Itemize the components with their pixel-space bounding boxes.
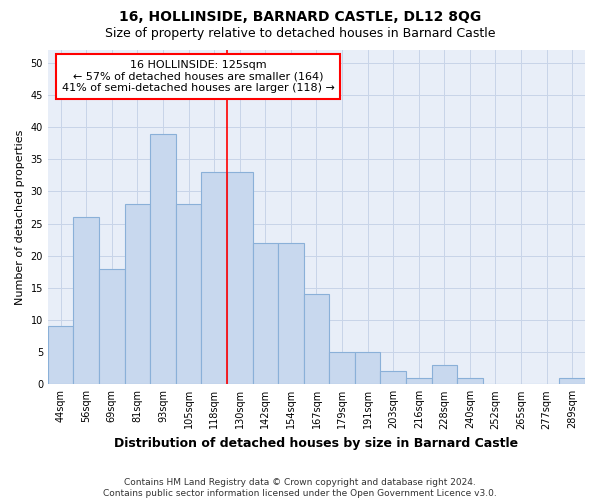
Bar [355, 352, 380, 384]
Bar [278, 243, 304, 384]
Bar [125, 204, 150, 384]
Bar [406, 378, 431, 384]
Y-axis label: Number of detached properties: Number of detached properties [15, 130, 25, 305]
Bar [304, 294, 329, 384]
X-axis label: Distribution of detached houses by size in Barnard Castle: Distribution of detached houses by size … [115, 437, 518, 450]
Bar [48, 326, 73, 384]
Bar [253, 243, 278, 384]
Bar [431, 365, 457, 384]
Bar [559, 378, 585, 384]
Bar [150, 134, 176, 384]
Bar [227, 172, 253, 384]
Bar [176, 204, 202, 384]
Text: 16 HOLLINSIDE: 125sqm
← 57% of detached houses are smaller (164)
41% of semi-det: 16 HOLLINSIDE: 125sqm ← 57% of detached … [62, 60, 335, 93]
Text: Size of property relative to detached houses in Barnard Castle: Size of property relative to detached ho… [105, 28, 495, 40]
Bar [202, 172, 227, 384]
Bar [457, 378, 482, 384]
Text: Contains HM Land Registry data © Crown copyright and database right 2024.
Contai: Contains HM Land Registry data © Crown c… [103, 478, 497, 498]
Bar [99, 268, 125, 384]
Text: 16, HOLLINSIDE, BARNARD CASTLE, DL12 8QG: 16, HOLLINSIDE, BARNARD CASTLE, DL12 8QG [119, 10, 481, 24]
Bar [329, 352, 355, 384]
Bar [73, 217, 99, 384]
Bar [380, 372, 406, 384]
